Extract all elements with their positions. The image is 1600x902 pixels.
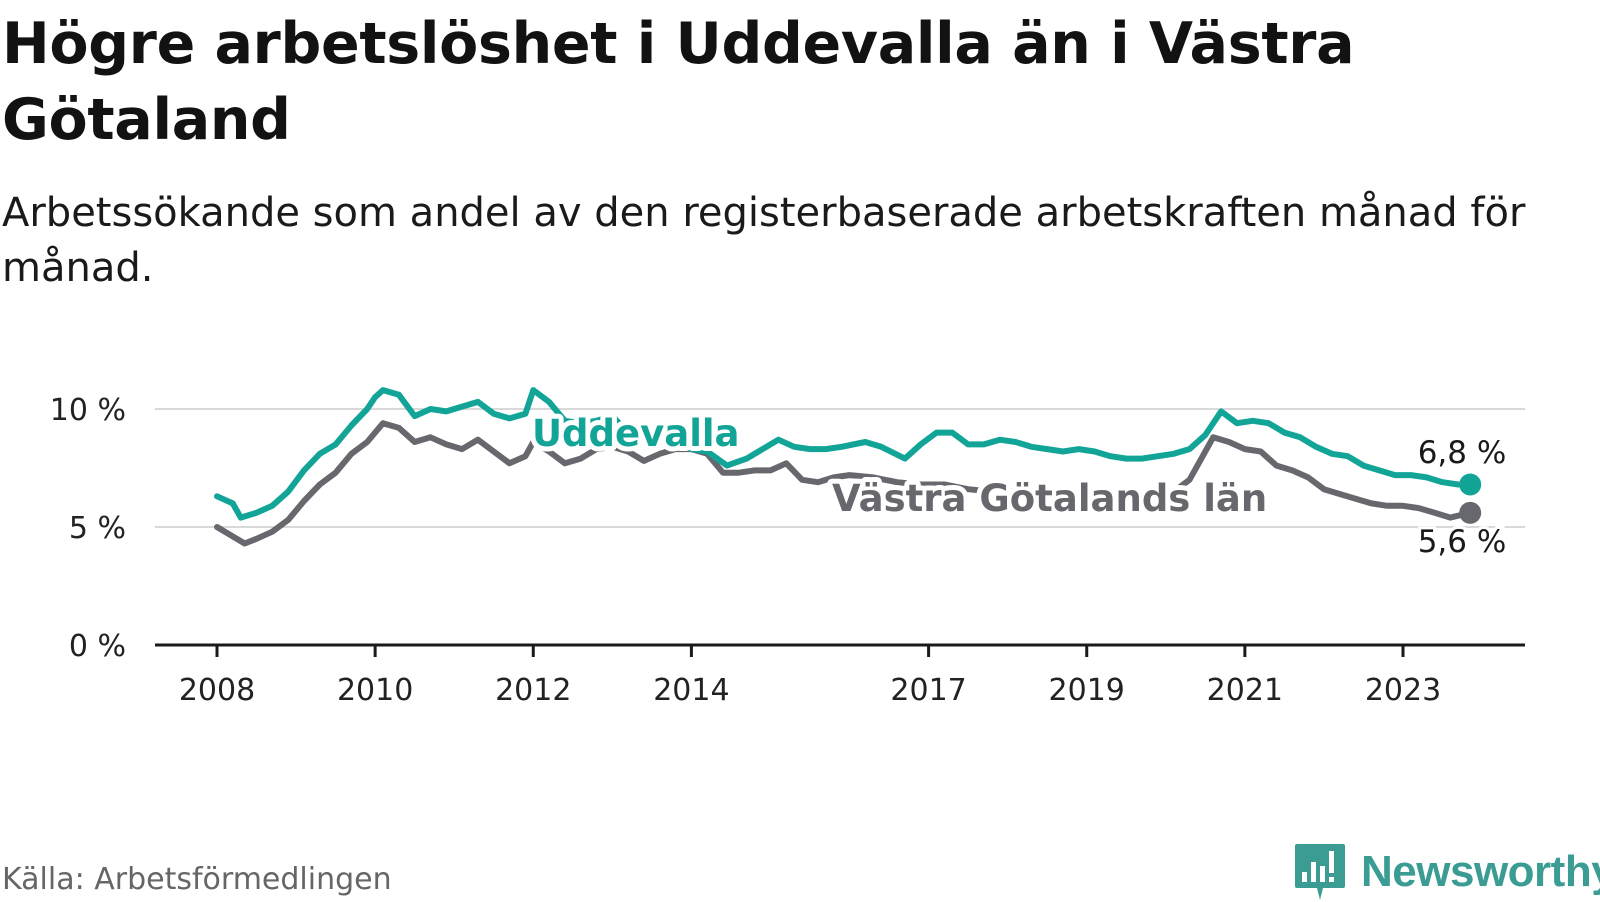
x-axis: 2008 2010 2012 2014 2017 2019 2021 2023 [155,643,1525,708]
x-tick-label: 2017 [890,673,966,708]
source-note: Källa: Arbetsförmedlingen [2,862,392,897]
end-label-vastra-gotaland: 5,6 % [1418,524,1507,560]
x-tick-label: 2021 [1207,673,1283,708]
y-tick-label: 10 % [50,393,126,428]
y-tick-label: 0 % [69,629,126,664]
chart-title: Högre arbetslöshet i Uddevalla än i Väst… [2,11,1355,153]
end-point-vastra-gotaland [1459,501,1482,524]
series-labels: Uddevalla Västra Götalands län 6,8 % 5,6 % [527,407,1509,563]
series-label-vastra-gotaland: Västra Götalands län [832,477,1267,520]
y-tick-label: 5 % [69,511,126,546]
end-point-uddevalla [1459,473,1482,496]
x-tick-label: 2010 [337,673,413,708]
x-tick-label: 2023 [1365,673,1441,708]
series-lines [214,387,1482,547]
gridlines [155,408,1525,528]
series-line-vastra-gotaland [214,420,1474,547]
series-label-uddevalla: Uddevalla [532,412,740,455]
x-tick-label: 2014 [653,673,729,708]
x-tick-label: 2008 [179,673,255,708]
x-tick-label: 2012 [495,673,571,708]
chart-subtitle: Arbetssökande som andel av den registerb… [2,190,1526,291]
y-axis-labels: 0 % 5 % 10 % [50,393,126,664]
series-line-uddevalla [214,387,1474,521]
x-tick-label: 2019 [1049,673,1125,708]
newsworthy-logo-icon [1295,844,1345,900]
end-label-uddevalla: 6,8 % [1418,435,1507,471]
newsworthy-logo-text: Newsworthy [1361,847,1600,896]
newsworthy-logo[interactable]: Newsworthy [1293,842,1600,902]
